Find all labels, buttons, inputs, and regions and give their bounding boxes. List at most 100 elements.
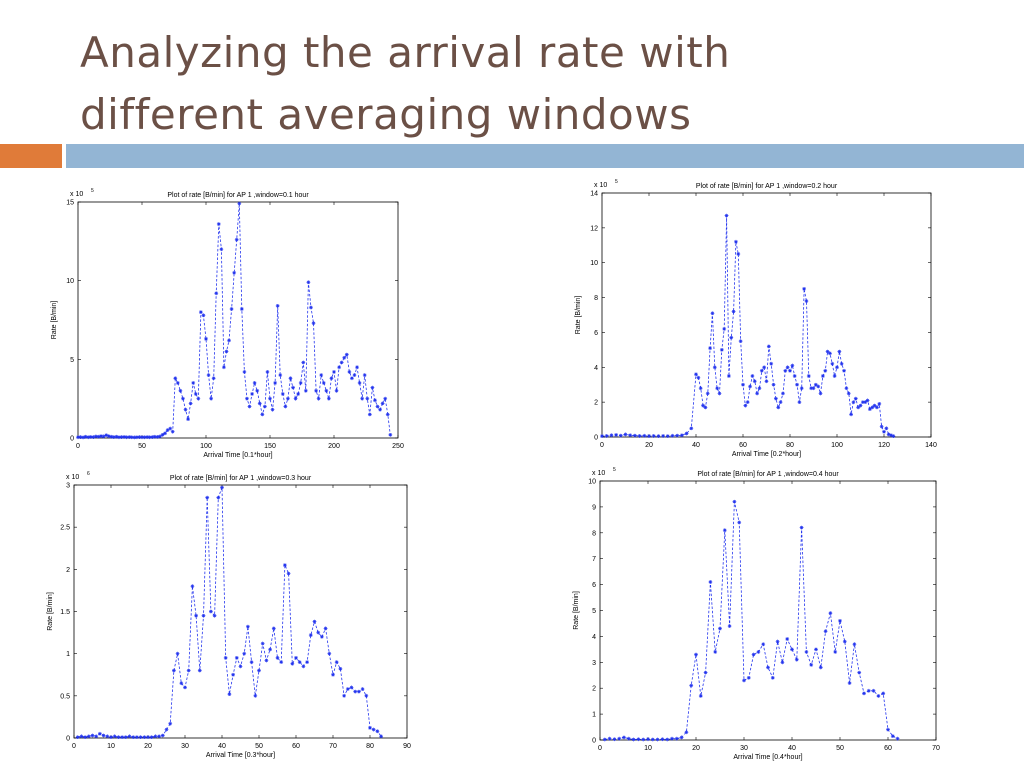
y-tick-label: 10 — [590, 260, 598, 267]
data-point-marker — [378, 407, 382, 412]
data-point-marker — [120, 735, 124, 740]
data-point-marker — [729, 335, 734, 340]
data-point-marker — [795, 382, 799, 387]
plot-title: Plot of rate [B/min] for AP 1 ,window=0.… — [697, 471, 839, 478]
data-point-marker — [75, 735, 80, 740]
data-point-marker — [260, 641, 265, 646]
data-point-marker — [321, 381, 326, 385]
data-point-marker — [227, 692, 232, 697]
plot-title: Plot of rate [B/min] for AP 1 ,window=0.… — [167, 192, 309, 199]
data-point-marker — [178, 388, 183, 393]
data-point-marker — [609, 433, 614, 438]
data-point-marker — [312, 619, 317, 624]
data-point-marker — [665, 434, 670, 439]
data-point-marker — [301, 360, 306, 365]
plot-window-0-3-hour: 0 10 20 30 40 50 60 70 80 90 0 0.5 1 1.5 2 2.5 3 Plot of … — [47, 471, 411, 759]
data-point-marker — [870, 405, 875, 410]
data-point-marker — [612, 737, 617, 742]
data-point-marker — [839, 361, 844, 366]
data-point-marker — [211, 376, 216, 381]
data-point-marker — [278, 373, 283, 377]
data-point-marker — [811, 386, 816, 391]
data-point-marker — [600, 434, 604, 439]
data-point-marker — [846, 391, 851, 396]
data-point-marker — [799, 386, 804, 391]
data-point-marker — [255, 388, 260, 393]
data-point-marker — [150, 435, 155, 439]
data-point-marker — [872, 403, 877, 408]
data-point-marker — [617, 736, 622, 741]
data-point-marker — [268, 396, 272, 401]
data-point-marker — [783, 368, 788, 373]
data-point-marker — [778, 400, 783, 405]
data-point-marker — [602, 737, 607, 742]
data-point-marker — [823, 629, 828, 634]
data-point-marker — [383, 396, 388, 401]
data-point-marker — [234, 237, 239, 242]
data-point-marker — [81, 435, 86, 440]
data-point-marker — [101, 434, 106, 439]
data-point-marker — [209, 609, 213, 614]
x-tick-label: 0 — [598, 745, 602, 752]
data-point-marker — [96, 434, 101, 439]
data-point-marker — [373, 398, 377, 403]
data-point-marker — [183, 407, 188, 412]
data-point-marker — [766, 344, 771, 349]
data-point-marker — [342, 355, 347, 360]
data-point-marker — [748, 384, 752, 389]
x-axis-label: Arrival Time [0.3*hour] — [206, 752, 275, 759]
data-point-marker — [804, 299, 809, 303]
data-point-marker — [117, 435, 121, 440]
data-point-marker — [109, 434, 114, 439]
data-point-marker — [641, 737, 646, 742]
data-point-marker — [88, 434, 93, 439]
data-point-marker — [770, 675, 775, 680]
data-point-marker — [694, 652, 698, 657]
x-tick-label: 100 — [831, 442, 843, 449]
data-point-marker — [746, 675, 751, 680]
axis-multiplier-label: x 10 — [70, 191, 83, 198]
data-point-marker — [776, 405, 781, 410]
data-point-marker — [713, 650, 718, 654]
data-point-marker — [168, 721, 173, 726]
data-point-marker — [273, 381, 278, 385]
data-point-marker — [329, 376, 334, 381]
axis-multiplier-label: x 10 — [592, 470, 605, 477]
data-point-marker — [737, 520, 742, 525]
data-point-marker — [186, 417, 190, 422]
data-point-marker — [708, 346, 712, 351]
data-point-marker — [246, 624, 250, 629]
data-point-marker — [175, 651, 180, 656]
data-point-marker — [736, 252, 741, 256]
data-point-marker — [123, 735, 128, 740]
data-point-marker — [637, 434, 642, 438]
x-tick-label: 10 — [107, 743, 115, 750]
data-point-marker — [127, 435, 132, 439]
data-point-marker — [135, 735, 139, 740]
axis-multiplier-label: x 10 — [66, 474, 79, 481]
data-point-marker — [323, 626, 328, 631]
data-point-marker — [338, 666, 343, 671]
data-point-marker — [790, 363, 795, 368]
data-point-marker — [368, 725, 372, 730]
data-point-marker — [124, 435, 129, 440]
data-point-marker — [172, 668, 176, 673]
data-point-marker — [689, 426, 694, 431]
data-point-marker — [111, 435, 116, 439]
x-tick-label: 40 — [218, 743, 226, 750]
data-point-marker — [268, 647, 272, 652]
data-point-marker — [670, 433, 675, 438]
data-point-marker — [847, 681, 852, 685]
data-point-marker — [132, 435, 137, 440]
data-point-marker — [835, 365, 839, 370]
data-point-marker — [743, 403, 748, 408]
data-point-marker — [83, 735, 87, 740]
data-point-marker — [181, 396, 185, 401]
data-point-marker — [853, 396, 858, 401]
data-point-marker — [674, 736, 679, 741]
data-point-marker — [385, 412, 390, 417]
axis-multiplier-exponent: 5 — [615, 179, 618, 185]
data-point-marker — [334, 660, 339, 664]
data-point-marker — [90, 733, 95, 738]
data-point-marker — [360, 396, 365, 401]
